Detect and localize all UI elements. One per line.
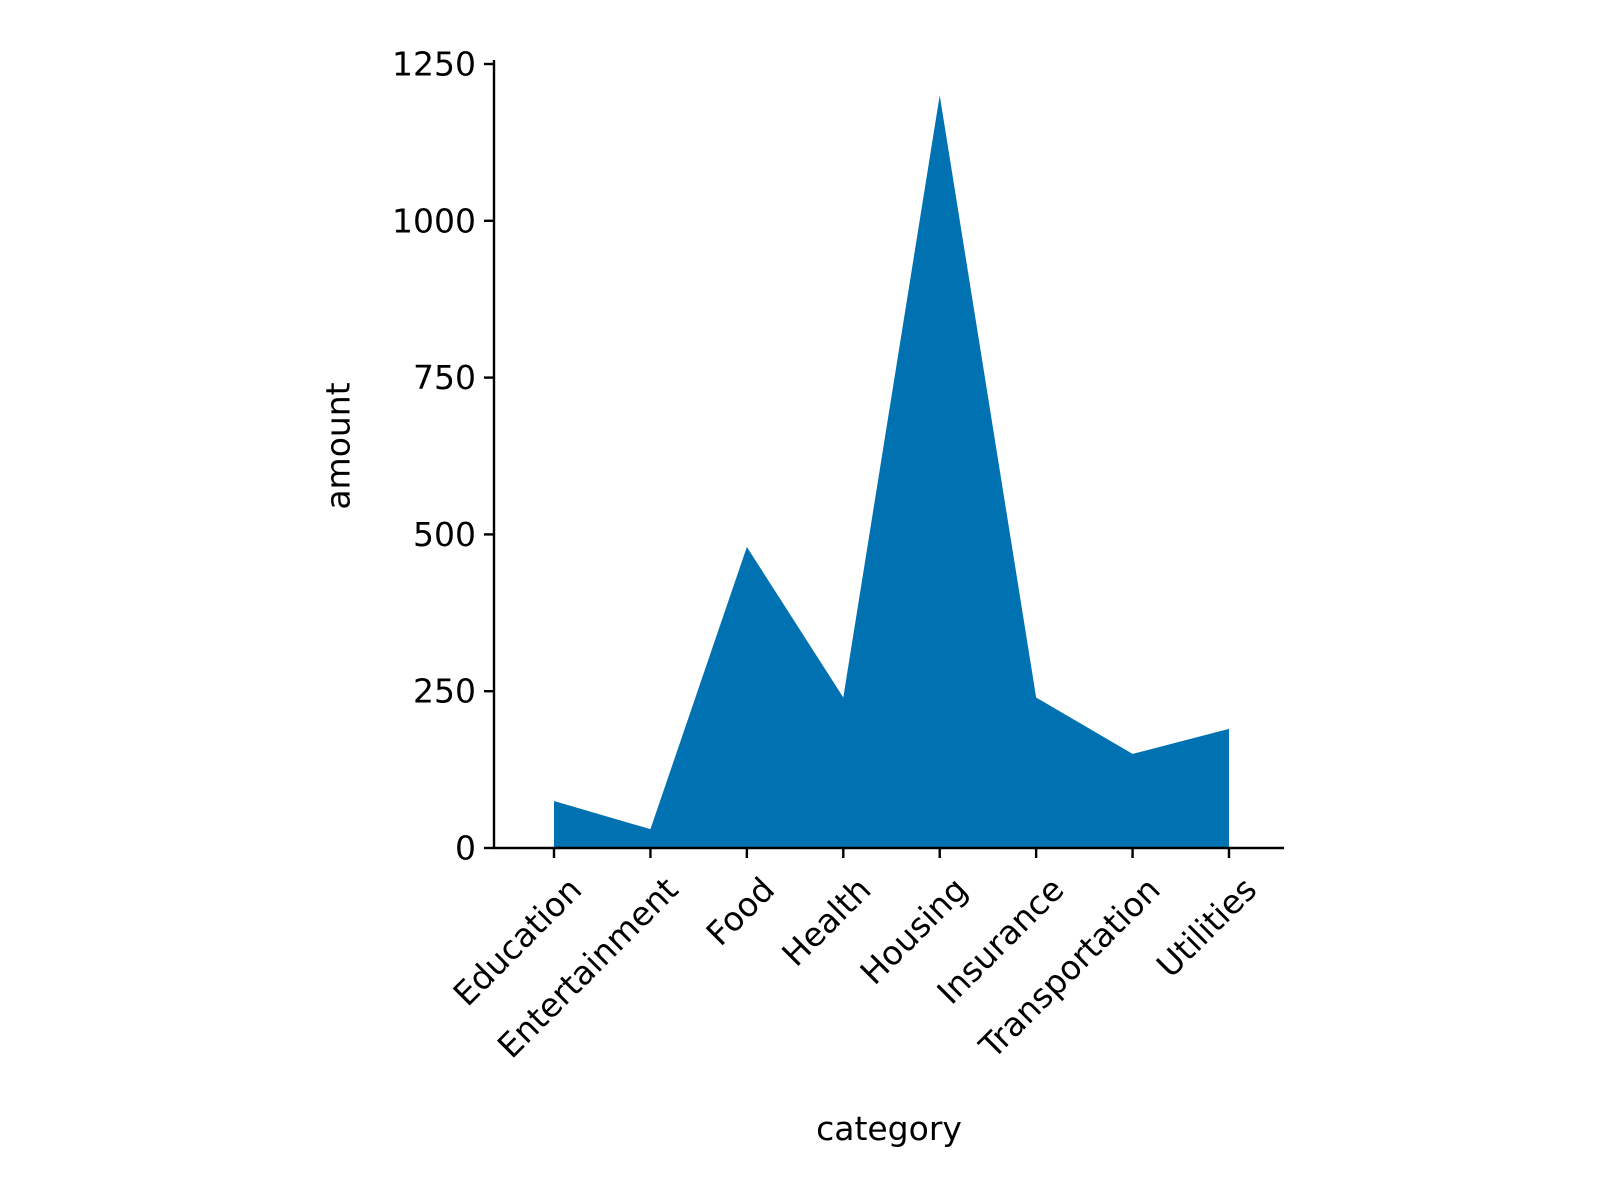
x-axis-title: category: [816, 1109, 962, 1148]
y-tick-label: 1000: [392, 201, 476, 240]
x-tick-label: Food: [699, 870, 783, 954]
y-tick-label: 250: [413, 672, 476, 711]
y-tick-label: 750: [413, 358, 476, 397]
y-axis-title: amount: [319, 382, 358, 509]
y-tick-label: 1250: [392, 45, 476, 84]
y-tick-label: 0: [455, 829, 476, 868]
area-series: [554, 95, 1229, 849]
area-layer: [554, 95, 1229, 849]
y-ticks: 0 250 500 750 1000 1250: [392, 45, 494, 868]
y-tick-label: 500: [413, 515, 476, 554]
x-tick-label: Entertainment: [490, 870, 686, 1066]
x-tick-label: Utilities: [1149, 870, 1264, 985]
axes: 0 250 500 750 1000 1250 EducationEntertainmen…: [392, 45, 1284, 1066]
